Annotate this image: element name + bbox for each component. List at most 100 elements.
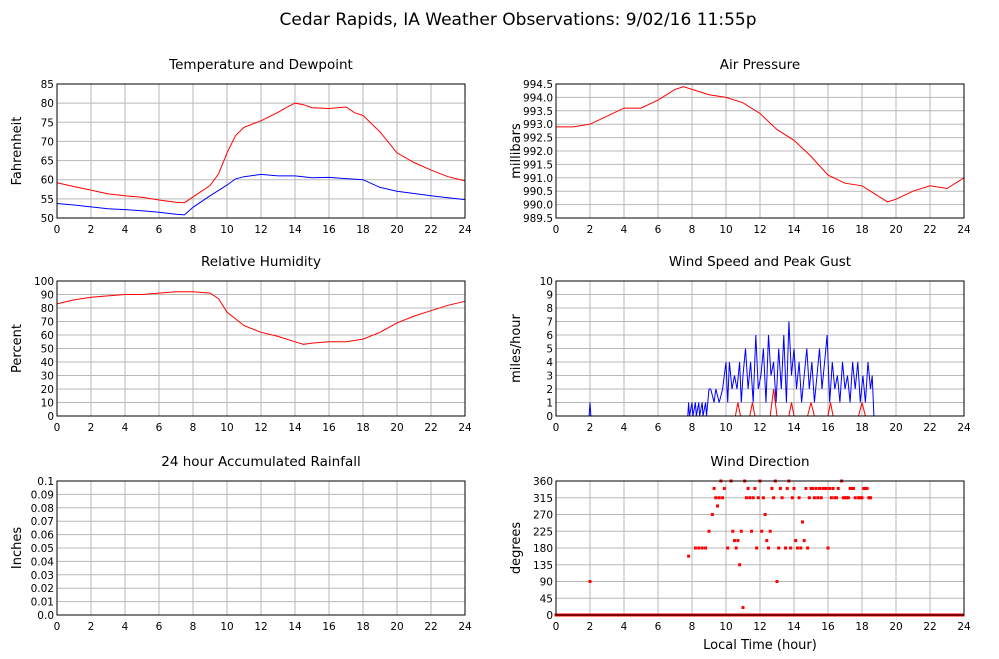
y-tick-label: 7 xyxy=(546,317,553,329)
y-tick-label: 70 xyxy=(41,317,54,329)
x-tick-label: 6 xyxy=(156,422,163,434)
direction-point xyxy=(736,539,740,543)
direction-point xyxy=(863,486,867,490)
y-tick-label: 991.5 xyxy=(523,159,553,171)
direction-point xyxy=(867,496,871,500)
direction-point xyxy=(862,486,866,490)
x-tick-label: 8 xyxy=(689,621,696,633)
x-tick-label: 10 xyxy=(719,224,732,236)
x-tick-label: 16 xyxy=(821,422,835,434)
direction-point xyxy=(751,496,755,500)
direction-point xyxy=(697,546,701,550)
direction-point xyxy=(828,486,832,490)
x-tick-label: 18 xyxy=(356,621,369,633)
x-tick-label: 18 xyxy=(855,224,868,236)
y-tick-label: 90 xyxy=(540,577,553,589)
x-tick-label: 16 xyxy=(821,621,835,633)
x-tick-label: 14 xyxy=(787,621,801,633)
y-tick-label: 994.0 xyxy=(523,92,553,104)
direction-point xyxy=(858,496,862,500)
x-tick-label: 16 xyxy=(322,224,336,236)
direction-point xyxy=(789,546,793,550)
x-tick-label: 24 xyxy=(957,621,971,633)
x-tick-label: 8 xyxy=(190,621,197,633)
y-tick-label: 992.0 xyxy=(523,146,553,158)
temp-chart: Temperature and Dewpoint5055606570758085… xyxy=(10,57,472,236)
y-tick-label: 2 xyxy=(546,384,553,396)
direction-point xyxy=(714,496,718,500)
y-tick-label: 100 xyxy=(34,276,54,288)
direction-point xyxy=(794,539,798,543)
wind-y-axis-label: miles/hour xyxy=(509,313,524,382)
y-tick-label: 70 xyxy=(41,136,54,148)
direction-point xyxy=(826,546,830,550)
direction-point xyxy=(857,496,861,500)
humidity-chart-title: Relative Humidity xyxy=(201,254,321,270)
direction-point xyxy=(845,496,849,500)
y-tick-label: 50 xyxy=(41,213,54,225)
y-tick-label: 45 xyxy=(540,593,553,605)
y-tick-label: 30 xyxy=(41,371,54,383)
direction-point xyxy=(704,546,708,550)
y-tick-label: 80 xyxy=(41,303,54,315)
x-tick-label: 18 xyxy=(855,621,868,633)
x-tick-label: 2 xyxy=(587,422,594,434)
y-tick-label: 0.04 xyxy=(31,556,55,568)
y-tick-label: 992.5 xyxy=(523,133,553,145)
direction-point xyxy=(717,496,721,500)
rain-chart-title: 24 hour Accumulated Rainfall xyxy=(161,454,360,470)
direction-point xyxy=(818,486,821,490)
pressure-y-axis-label: millibars xyxy=(509,123,524,179)
x-tick-label: 4 xyxy=(621,422,628,434)
y-tick-label: 0.03 xyxy=(31,570,54,582)
y-tick-label: 0.05 xyxy=(31,543,54,555)
y-tick-label: 0 xyxy=(546,411,553,423)
y-tick-label: 0 xyxy=(546,610,553,622)
y-tick-label: 75 xyxy=(41,117,54,129)
charts-container: Temperature and Dewpoint5055606570758085… xyxy=(10,57,971,633)
y-tick-label: 993.0 xyxy=(523,119,553,131)
direction-point xyxy=(850,486,854,490)
humidity-chart: Relative Humidity01020304050607080901000… xyxy=(10,254,472,434)
x-tick-label: 20 xyxy=(889,224,902,236)
direction-point xyxy=(790,496,794,500)
pressure-red-series-line xyxy=(556,86,965,203)
direction-point xyxy=(770,486,774,490)
rain-plot-frame xyxy=(56,480,466,616)
direction-point xyxy=(744,496,748,500)
direction-point xyxy=(806,546,810,550)
direction-point xyxy=(792,486,796,490)
y-tick-label: 4 xyxy=(546,357,553,369)
humidity-y-axis-label: Percent xyxy=(10,324,25,373)
x-tick-label: 10 xyxy=(719,422,732,434)
direction-point xyxy=(802,539,806,543)
direction-plot-frame xyxy=(555,480,965,616)
direction-point xyxy=(823,486,827,490)
y-tick-label: 991.0 xyxy=(523,173,553,185)
x-tick-label: 14 xyxy=(288,422,302,434)
y-tick-label: 993.5 xyxy=(523,106,553,118)
y-tick-label: 0 xyxy=(47,411,54,423)
y-tick-label: 10 xyxy=(41,398,54,410)
direction-point xyxy=(733,539,736,543)
x-tick-label: 18 xyxy=(356,422,369,434)
x-tick-label: 18 xyxy=(855,422,868,434)
y-tick-label: 20 xyxy=(41,384,54,396)
x-tick-label: 24 xyxy=(458,224,472,236)
y-tick-label: 0.07 xyxy=(31,516,54,528)
direction-point xyxy=(784,546,787,550)
direction-point xyxy=(739,529,743,533)
humidity-red-series-line xyxy=(56,291,466,345)
x-tick-label: 10 xyxy=(719,621,732,633)
direction-point xyxy=(852,486,855,490)
direction-point xyxy=(795,546,799,550)
direction-point xyxy=(853,496,857,500)
x-tick-label: 20 xyxy=(889,422,902,434)
x-tick-label: 10 xyxy=(220,422,233,434)
y-tick-label: 990.0 xyxy=(523,200,553,212)
direction-point xyxy=(835,496,838,500)
direction-point xyxy=(707,529,711,533)
direction-point xyxy=(746,486,750,490)
